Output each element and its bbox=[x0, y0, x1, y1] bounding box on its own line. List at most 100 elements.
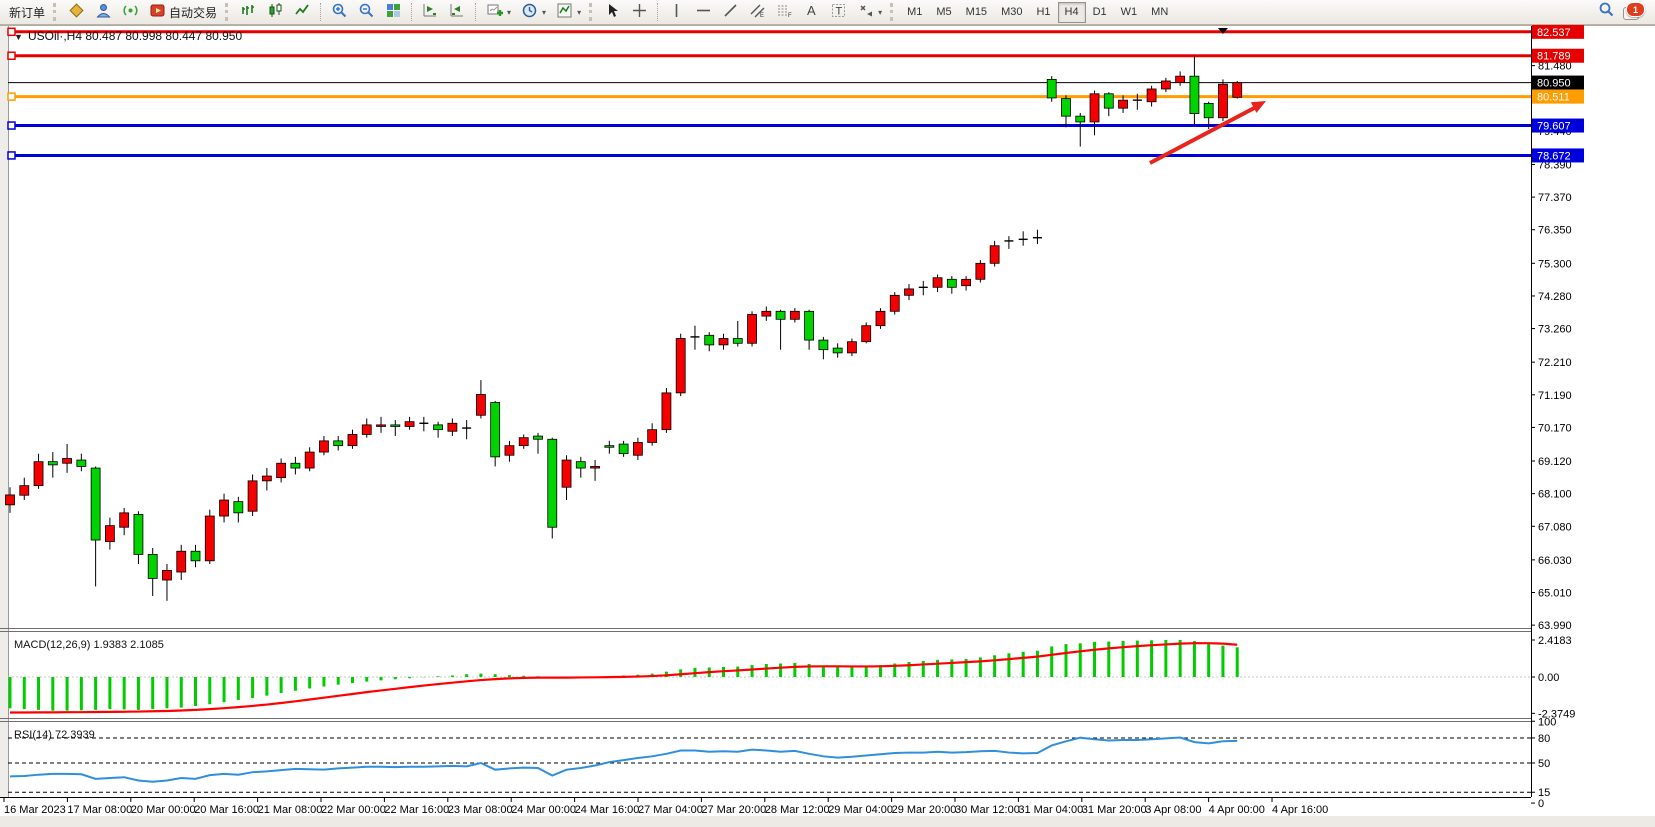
chevron-down-icon[interactable]: ▾ bbox=[542, 7, 547, 17]
label-button[interactable]: T bbox=[825, 1, 852, 24]
indicators-button[interactable]: ▾ bbox=[551, 1, 586, 24]
bull-candle bbox=[632, 442, 643, 456]
toolbar-grip bbox=[225, 3, 232, 21]
bull-candle bbox=[504, 445, 515, 456]
charts-gallery-icon[interactable] bbox=[63, 1, 90, 24]
zoom-in-button[interactable] bbox=[326, 1, 353, 24]
autotrading-button[interactable]: 自动交易 bbox=[144, 1, 222, 24]
timeframe-m1-button[interactable]: M1 bbox=[907, 6, 923, 18]
toolbar-separator bbox=[411, 3, 413, 21]
time-label: 4 Apr 00:00 bbox=[1209, 804, 1265, 816]
trend-arrow-head[interactable] bbox=[1250, 101, 1266, 113]
price-tick-label: 72.210 bbox=[1538, 357, 1572, 369]
price-tick-label: 69.120 bbox=[1538, 456, 1572, 468]
bear-candle bbox=[147, 554, 158, 579]
signals-icon[interactable] bbox=[117, 1, 144, 24]
bull-candle bbox=[361, 424, 372, 435]
new-order-button-label: 新订单 bbox=[9, 5, 46, 20]
line-handle[interactable] bbox=[7, 151, 16, 160]
vline-button[interactable] bbox=[663, 1, 690, 24]
macd-label: MACD(12,26,9) 1.9383 2.1085 bbox=[14, 639, 164, 651]
fibonacci-button[interactable]: F bbox=[771, 1, 798, 24]
trendline-button[interactable] bbox=[717, 1, 744, 24]
bull-candle bbox=[875, 310, 886, 327]
chevron-down-icon[interactable]: ▾ bbox=[507, 7, 512, 17]
left-gutter bbox=[0, 25, 8, 797]
bear-candle bbox=[618, 443, 629, 455]
macd-axis-label: 2.4183 bbox=[1538, 635, 1572, 647]
symbol-title: USOil·,H4 80.487 80.998 80.447 80.950 bbox=[28, 29, 242, 43]
period-button[interactable]: ▾ bbox=[516, 1, 551, 24]
price-tick-label: 81.480 bbox=[1538, 61, 1572, 73]
bull-candle bbox=[276, 462, 287, 479]
arrows-button[interactable]: ▾ bbox=[852, 1, 887, 24]
price-badge bbox=[1532, 75, 1584, 90]
macd-axis-label: -2.3749 bbox=[1538, 708, 1575, 720]
bull-candle bbox=[1160, 80, 1171, 90]
line-handle[interactable] bbox=[7, 51, 16, 60]
bull-candle bbox=[647, 429, 658, 443]
bull-candle bbox=[33, 461, 44, 487]
bull-candle bbox=[476, 394, 486, 416]
chevron-down-icon[interactable]: ▾ bbox=[577, 7, 582, 17]
price-tick-label: 68.100 bbox=[1538, 489, 1572, 501]
bear-candle bbox=[233, 501, 244, 514]
timeframe-h4-button[interactable]: H4 bbox=[1057, 1, 1086, 23]
tile-windows-button[interactable] bbox=[380, 1, 407, 24]
time-label: 30 Mar 12:00 bbox=[955, 804, 1020, 816]
price-tick-label: 76.350 bbox=[1538, 225, 1572, 237]
bar-chart-icon bbox=[240, 2, 257, 22]
candlestick-chart-button[interactable] bbox=[262, 1, 289, 24]
chart-shift-button[interactable] bbox=[444, 1, 471, 24]
price-tick-label: 78.390 bbox=[1538, 159, 1572, 171]
cursor-button[interactable] bbox=[599, 1, 626, 24]
bear-candle bbox=[1189, 75, 1200, 115]
timeframe-w1-button[interactable]: W1 bbox=[1120, 6, 1138, 18]
chevron-down-icon[interactable]: ▾ bbox=[878, 7, 883, 17]
bear-candle bbox=[604, 445, 615, 448]
channel-icon: E bbox=[749, 2, 766, 22]
timeframe-m5-button[interactable]: M5 bbox=[936, 6, 952, 18]
bear-candle bbox=[547, 438, 558, 528]
price-badge-label: 78.672 bbox=[1537, 150, 1571, 162]
timeframe-h1-button[interactable]: H1 bbox=[1036, 6, 1051, 18]
timeframe-m30-button[interactable]: M30 bbox=[1001, 6, 1023, 18]
bear-candle bbox=[818, 339, 829, 351]
signals-icon-icon bbox=[122, 2, 139, 22]
channel-button[interactable]: E bbox=[744, 1, 771, 24]
notification-button[interactable]: 1 bbox=[1623, 2, 1645, 22]
crosshair-button[interactable] bbox=[626, 1, 653, 24]
timeframe-d1-button[interactable]: D1 bbox=[1092, 6, 1107, 18]
time-label: 22 Mar 16:00 bbox=[384, 804, 449, 816]
price-badge-label: 80.511 bbox=[1537, 92, 1570, 104]
bull-candle bbox=[518, 437, 529, 447]
text-button[interactable]: A bbox=[798, 1, 825, 24]
auto-scroll-button[interactable] bbox=[417, 1, 444, 24]
bull-candle bbox=[447, 422, 458, 432]
chart-shift-marker[interactable] bbox=[1217, 28, 1228, 34]
hline-button[interactable] bbox=[690, 1, 717, 24]
new-order-button[interactable]: 新订单 bbox=[4, 1, 50, 24]
timeframe-m15-button[interactable]: M15 bbox=[965, 6, 988, 18]
price-badge bbox=[1532, 48, 1584, 63]
search-icon[interactable] bbox=[1598, 1, 1615, 23]
bull-candle bbox=[561, 459, 572, 488]
line-handle[interactable] bbox=[7, 121, 16, 130]
line-chart-button[interactable] bbox=[289, 1, 316, 24]
bull-candle bbox=[904, 288, 914, 296]
community-icon[interactable] bbox=[90, 1, 117, 24]
bull-candle bbox=[675, 338, 686, 394]
bull-candle bbox=[104, 525, 115, 543]
line-handle[interactable] bbox=[7, 27, 16, 37]
new-chart-button[interactable]: ▾ bbox=[481, 1, 516, 24]
bar-chart-button[interactable] bbox=[235, 1, 262, 24]
line-handle[interactable] bbox=[7, 92, 16, 101]
toolbar-separator bbox=[657, 3, 659, 21]
bear-candle bbox=[290, 462, 301, 469]
chart-background bbox=[0, 25, 1655, 827]
zoom-out-button[interactable] bbox=[353, 1, 380, 24]
trend-arrow[interactable] bbox=[1149, 104, 1259, 165]
bear-candle bbox=[1075, 115, 1086, 123]
timeframe-mn-button[interactable]: MN bbox=[1151, 6, 1169, 18]
